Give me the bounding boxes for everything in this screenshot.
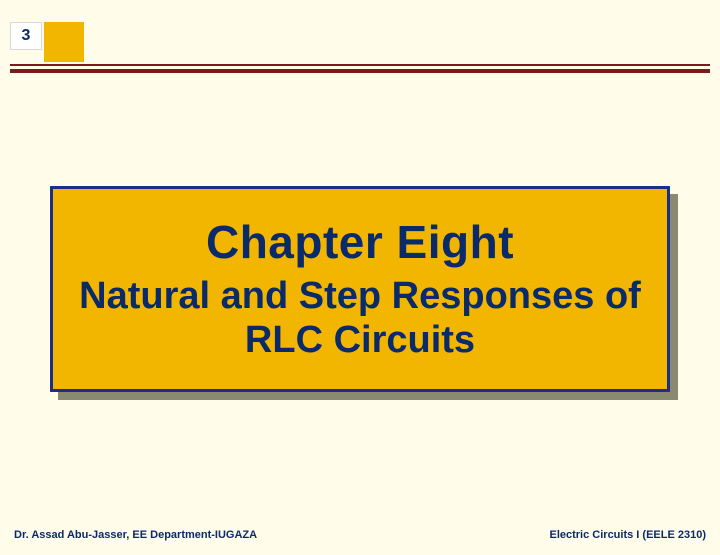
top-rule-thick (10, 69, 710, 73)
title-card: Chapter Eight Natural and Step Responses… (50, 186, 670, 392)
chapter-title: Chapter Eight (206, 215, 514, 269)
footer-left: Dr. Assad Abu-Jasser, EE Department-IUGA… (14, 529, 257, 541)
page-number-box: 3 (10, 22, 42, 50)
top-rule-thin (10, 64, 710, 66)
chapter-subtitle: Natural and Step Responses of RLC Circui… (59, 275, 661, 362)
footer-right: Electric Circuits I (EELE 2310) (549, 529, 706, 541)
accent-square (44, 22, 84, 62)
page-number: 3 (22, 27, 31, 45)
